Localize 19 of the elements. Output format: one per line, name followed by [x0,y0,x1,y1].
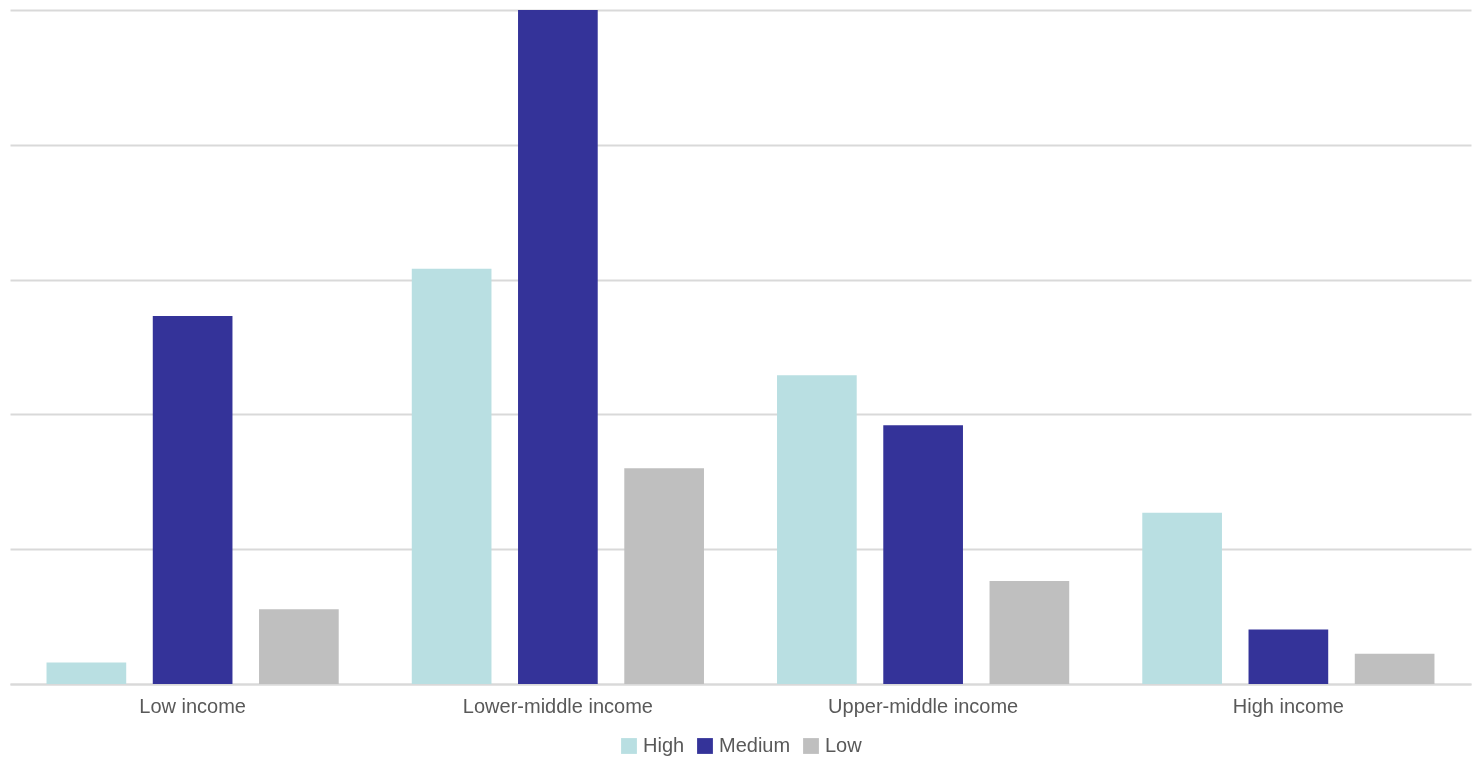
bar [259,609,339,684]
bar [777,375,857,684]
bar [1354,653,1435,684]
legend-label: Low [825,734,863,756]
bar [989,580,1070,684]
x-tick-label: Low income [139,694,246,717]
x-tick-label: High income [1232,694,1344,717]
bar [411,268,492,684]
bar [152,316,233,684]
bar [518,10,598,684]
bar [1248,629,1329,684]
legend-label: High [643,734,685,756]
x-tick-label: Lower-middle income [462,694,653,717]
bar [1142,512,1222,684]
x-tick-label: Upper-middle income [828,694,1019,717]
bar [624,468,704,684]
bar [883,425,963,684]
legend-label: Medium [719,734,791,756]
bar [46,662,127,684]
